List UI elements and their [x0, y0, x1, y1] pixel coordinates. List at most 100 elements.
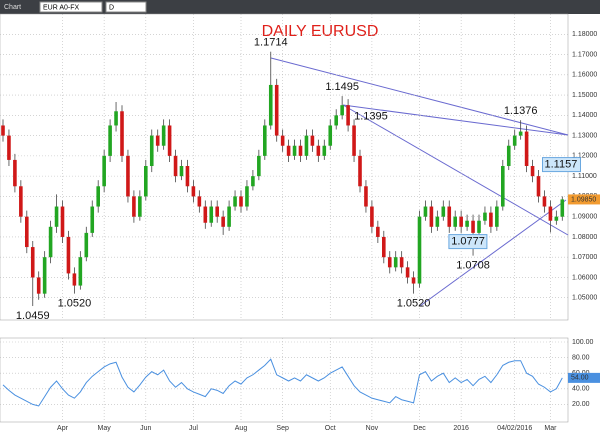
interval[interactable]: D: [109, 4, 114, 11]
candle-body: [370, 206, 374, 227]
candle-body: [233, 196, 237, 207]
annotation: 1.0520: [397, 298, 431, 310]
x-tick-label: Jul: [189, 425, 198, 432]
candle-body: [304, 135, 309, 156]
candle-body: [423, 206, 428, 217]
candle-body: [257, 155, 261, 177]
candle-body: [506, 145, 511, 166]
candle-body: [203, 206, 208, 223]
last-price: 1.09850: [571, 196, 596, 203]
candle-body: [435, 216, 440, 227]
candle-body: [138, 196, 142, 217]
instrument[interactable]: EUR A0-FX: [43, 4, 80, 11]
x-tick-label: Dec: [413, 425, 426, 432]
candle-body: [399, 257, 404, 268]
annotation-box: [448, 234, 488, 250]
y-tick-label: 100.00: [572, 339, 594, 346]
candle-body: [382, 236, 386, 258]
x-tick-label: Oct: [325, 425, 336, 432]
candle-body: [524, 131, 529, 166]
x-tick-label: Apr: [57, 425, 69, 432]
candle-body: [292, 145, 297, 156]
y-tick-label: 1.07000: [572, 254, 597, 261]
annotation: 1.0777: [451, 236, 485, 248]
candle-body: [280, 135, 285, 146]
y-tick-label: 20.00: [572, 401, 590, 408]
candle-body: [376, 226, 380, 237]
candle-body: [90, 206, 95, 233]
candle-body: [548, 206, 553, 221]
candle-body: [542, 196, 547, 207]
candle-body: [405, 267, 410, 278]
candle-body: [429, 206, 434, 227]
candle-body: [209, 206, 214, 223]
oscillator-pane: [0, 337, 569, 423]
x-tick-label: Nov: [366, 425, 379, 432]
price-pane: [0, 13, 569, 321]
candle-body: [167, 125, 172, 156]
candle-body: [197, 196, 202, 207]
y-tick-label: 1.08000: [572, 234, 597, 241]
candle-body: [120, 111, 124, 156]
candle-body: [7, 135, 11, 160]
candle-body: [144, 166, 148, 197]
candle-body: [72, 273, 77, 286]
y-tick-label: 1.14000: [572, 112, 597, 119]
candle-body: [387, 257, 392, 268]
last-price-box: [568, 194, 600, 205]
last-oscillator: 54.00: [571, 375, 589, 382]
x-tick-label: May: [98, 425, 112, 432]
y-tick-label: 40.00: [572, 386, 590, 393]
candle-body: [411, 277, 416, 284]
candle-body: [364, 186, 368, 207]
candle-body: [530, 166, 535, 177]
interval-select[interactable]: [105, 1, 147, 13]
x-tick-label: 04/02/2016: [497, 425, 532, 432]
candle-body: [518, 131, 523, 136]
candle-body: [108, 125, 112, 156]
candle-body: [30, 247, 35, 278]
candle-body: [191, 186, 196, 197]
candle-body: [84, 232, 89, 258]
last-oscillator-box: [568, 372, 600, 383]
candle-body: [358, 155, 362, 187]
candle-body: [215, 206, 219, 217]
candle-body: [554, 216, 559, 221]
candle-body: [60, 206, 65, 237]
candle-body: [512, 135, 517, 146]
candle-body: [447, 206, 452, 227]
candle-body: [298, 145, 303, 156]
candle-body: [495, 206, 499, 227]
candle-body: [453, 216, 457, 227]
annotation: 1.1157: [545, 158, 578, 170]
annotation: 1.1376: [504, 105, 538, 117]
candle-body: [155, 135, 160, 146]
candle-body: [227, 206, 231, 227]
toolbar: [0, 0, 600, 14]
candle-body: [334, 115, 338, 126]
candle-body: [66, 236, 71, 274]
candle-body: [19, 186, 23, 217]
candle-body: [560, 199, 565, 217]
candle-body: [251, 176, 255, 187]
candle-body: [441, 206, 446, 217]
x-tick-label: 2016: [453, 425, 469, 432]
oscillator-line: [2, 358, 563, 407]
candle-body: [78, 257, 83, 286]
annotation: 1.0459: [16, 310, 50, 322]
instrument-input[interactable]: [39, 1, 103, 13]
candle-body: [13, 159, 17, 187]
trend-line: [419, 199, 567, 307]
candle-body: [393, 257, 398, 268]
candle-body: [263, 125, 267, 156]
candle-body: [471, 220, 475, 233]
annotation: 1.1714: [254, 37, 288, 49]
candle-body: [465, 220, 469, 227]
candle-body: [48, 226, 53, 258]
candle-body: [149, 135, 154, 166]
annotation-box: [542, 157, 581, 173]
candle-body: [316, 145, 321, 156]
candle-body: [36, 277, 41, 294]
candle-body: [501, 166, 505, 207]
